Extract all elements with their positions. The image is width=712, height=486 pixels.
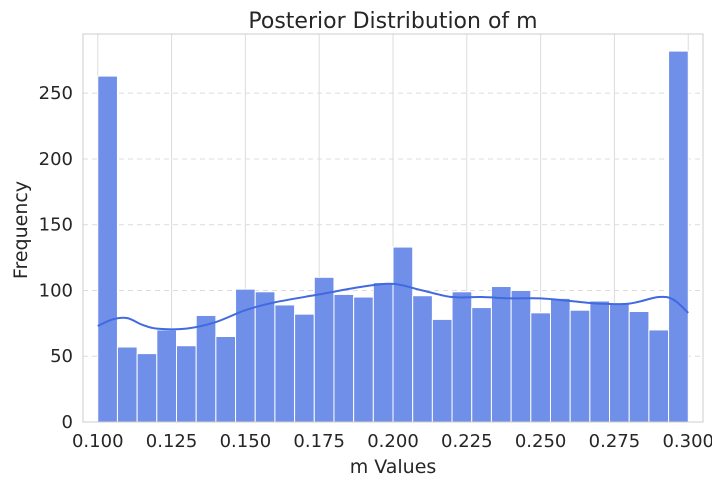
chart-title: Posterior Distribution of m xyxy=(248,9,537,34)
y-tick-label: 0 xyxy=(62,412,73,433)
histogram-bar xyxy=(569,309,591,423)
y-tick-label: 150 xyxy=(39,215,73,236)
histogram-bar xyxy=(431,318,453,423)
x-axis-label: m Values xyxy=(350,456,437,478)
histogram-bar xyxy=(353,296,374,423)
histogram-bar xyxy=(549,297,571,423)
y-tick-label: 250 xyxy=(39,83,73,104)
histogram-bar xyxy=(333,293,355,423)
kde-curve xyxy=(97,282,689,331)
x-tick-label: 0.125 xyxy=(146,431,198,452)
x-tick-labels: 0.100 0.125 0.150 0.175 0.200 0.225 0.250 0.275… xyxy=(72,431,712,452)
x-tick-label: 0.250 xyxy=(515,431,567,452)
histogram-bar xyxy=(392,246,414,423)
y-axis-label: Frequency xyxy=(10,181,32,279)
histogram-bar xyxy=(648,329,670,423)
x-tick-label: 0.150 xyxy=(220,431,272,452)
x-tick-label: 0.225 xyxy=(441,431,493,452)
x-tick-label: 0.275 xyxy=(589,431,641,452)
histogram-bar xyxy=(136,353,158,423)
histogram-bar xyxy=(609,303,630,423)
histogram-bar xyxy=(412,295,433,423)
histogram-bar xyxy=(274,304,296,423)
histogram-bar xyxy=(510,289,532,423)
x-tick-label: 0.175 xyxy=(293,431,345,452)
histogram-bar xyxy=(668,50,689,423)
histogram-bar xyxy=(116,346,138,423)
histogram-bar xyxy=(451,291,473,423)
histogram-bar xyxy=(175,345,197,423)
histogram-bar xyxy=(530,312,551,423)
axes-frame xyxy=(82,33,704,423)
histogram-bar xyxy=(294,313,315,423)
histogram-bar xyxy=(195,314,217,423)
histogram-bar xyxy=(313,276,335,423)
histogram-bar xyxy=(215,336,237,423)
histogram-bar xyxy=(97,75,118,423)
x-tick-label: 0.100 xyxy=(72,431,124,452)
kde-layer xyxy=(82,33,704,423)
histogram-bar xyxy=(235,288,256,423)
histogram-bar xyxy=(490,286,512,423)
x-tick-label: 0.300 xyxy=(662,431,712,452)
histogram-bar xyxy=(372,282,394,423)
y-tick-label: 100 xyxy=(39,280,73,301)
y-tick-label: 200 xyxy=(39,149,73,170)
y-tick-label: 50 xyxy=(50,346,73,367)
x-tick-label: 0.200 xyxy=(367,431,419,452)
histogram-bar xyxy=(254,291,276,423)
histogram-bar xyxy=(156,329,177,423)
histogram-bar xyxy=(471,307,492,423)
histogram-bar xyxy=(628,311,650,423)
y-tick-labels: 0 50 100 150 200 250 xyxy=(39,83,73,433)
histogram-bar xyxy=(589,300,611,423)
